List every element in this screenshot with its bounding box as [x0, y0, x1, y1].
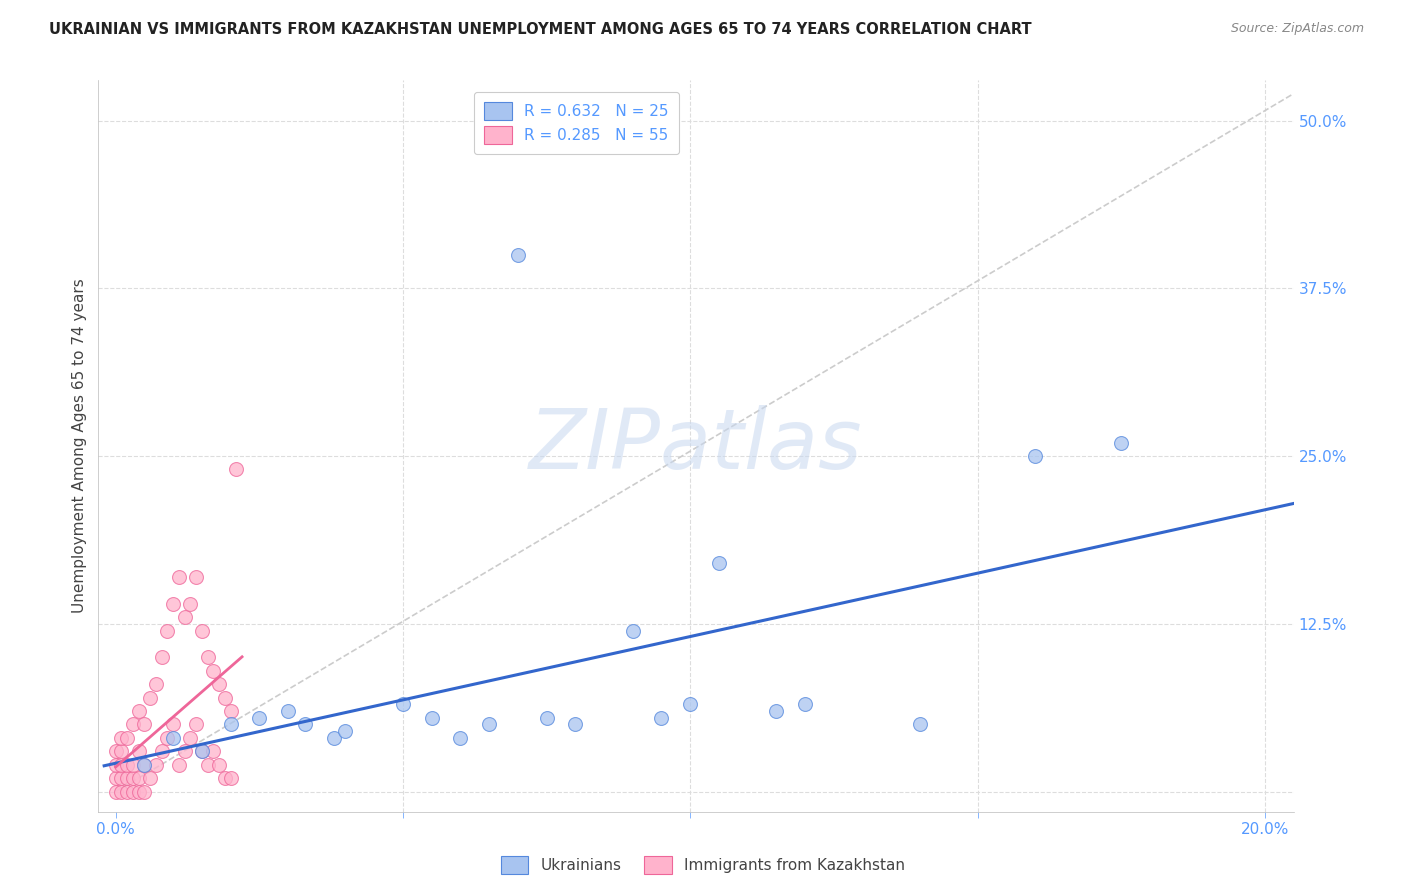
Point: [167, 570, 190, 584]
Point: [145, 757, 167, 772]
Point: [167, 757, 190, 772]
Y-axis label: Unemployment Among Ages 65 to 74 years: Unemployment Among Ages 65 to 74 years: [72, 278, 87, 614]
Point: [294, 717, 316, 731]
Point: [191, 744, 214, 758]
Point: [202, 664, 225, 678]
Point: [208, 677, 231, 691]
Point: [128, 784, 150, 798]
Point: [191, 744, 214, 758]
Point: [179, 597, 201, 611]
Text: Source: ZipAtlas.com: Source: ZipAtlas.com: [1230, 22, 1364, 36]
Point: [134, 757, 156, 772]
Point: [122, 771, 145, 785]
Point: [506, 248, 529, 262]
Point: [104, 757, 127, 772]
Point: [110, 731, 132, 745]
Point: [122, 784, 145, 798]
Point: [650, 711, 672, 725]
Point: [156, 731, 179, 745]
Point: [104, 744, 127, 758]
Point: [794, 698, 817, 712]
Point: [162, 717, 184, 731]
Point: [225, 462, 247, 476]
Point: [122, 757, 145, 772]
Point: [128, 771, 150, 785]
Point: [115, 771, 138, 785]
Point: [184, 570, 207, 584]
Point: [247, 711, 270, 725]
Point: [219, 771, 242, 785]
Point: [197, 757, 219, 772]
Point: [173, 610, 195, 624]
Point: [179, 731, 201, 745]
Point: [110, 744, 132, 758]
Text: UKRAINIAN VS IMMIGRANTS FROM KAZAKHSTAN UNEMPLOYMENT AMONG AGES 65 TO 74 YEARS C: UKRAINIAN VS IMMIGRANTS FROM KAZAKHSTAN …: [49, 22, 1032, 37]
Point: [128, 704, 150, 718]
Point: [184, 717, 207, 731]
Point: [392, 698, 415, 712]
Point: [202, 744, 225, 758]
Point: [420, 711, 443, 725]
Point: [162, 597, 184, 611]
Point: [679, 698, 702, 712]
Point: [277, 704, 299, 718]
Point: [707, 557, 730, 571]
Text: ZIPatlas: ZIPatlas: [529, 406, 863, 486]
Point: [449, 731, 471, 745]
Point: [335, 724, 357, 739]
Point: [1024, 449, 1046, 463]
Point: [208, 757, 231, 772]
Point: [323, 731, 346, 745]
Point: [191, 624, 214, 638]
Point: [214, 690, 236, 705]
Point: [134, 717, 156, 731]
Point: [115, 784, 138, 798]
Point: [536, 711, 558, 725]
Point: [478, 717, 501, 731]
Point: [122, 717, 145, 731]
Point: [564, 717, 586, 731]
Legend: R = 0.632   N = 25, R = 0.285   N = 55: R = 0.632 N = 25, R = 0.285 N = 55: [474, 92, 679, 154]
Point: [115, 731, 138, 745]
Point: [765, 704, 787, 718]
Point: [621, 624, 644, 638]
Point: [110, 771, 132, 785]
Point: [115, 757, 138, 772]
Point: [134, 784, 156, 798]
Point: [134, 757, 156, 772]
Legend: Ukrainians, Immigrants from Kazakhstan: Ukrainians, Immigrants from Kazakhstan: [495, 850, 911, 880]
Point: [156, 624, 179, 638]
Point: [110, 757, 132, 772]
Point: [219, 704, 242, 718]
Point: [173, 744, 195, 758]
Point: [139, 771, 162, 785]
Point: [139, 690, 162, 705]
Point: [908, 717, 931, 731]
Point: [110, 784, 132, 798]
Point: [128, 744, 150, 758]
Point: [219, 717, 242, 731]
Point: [145, 677, 167, 691]
Point: [1109, 435, 1132, 450]
Point: [214, 771, 236, 785]
Point: [150, 744, 173, 758]
Point: [162, 731, 184, 745]
Point: [150, 650, 173, 665]
Point: [104, 784, 127, 798]
Point: [104, 771, 127, 785]
Point: [197, 650, 219, 665]
